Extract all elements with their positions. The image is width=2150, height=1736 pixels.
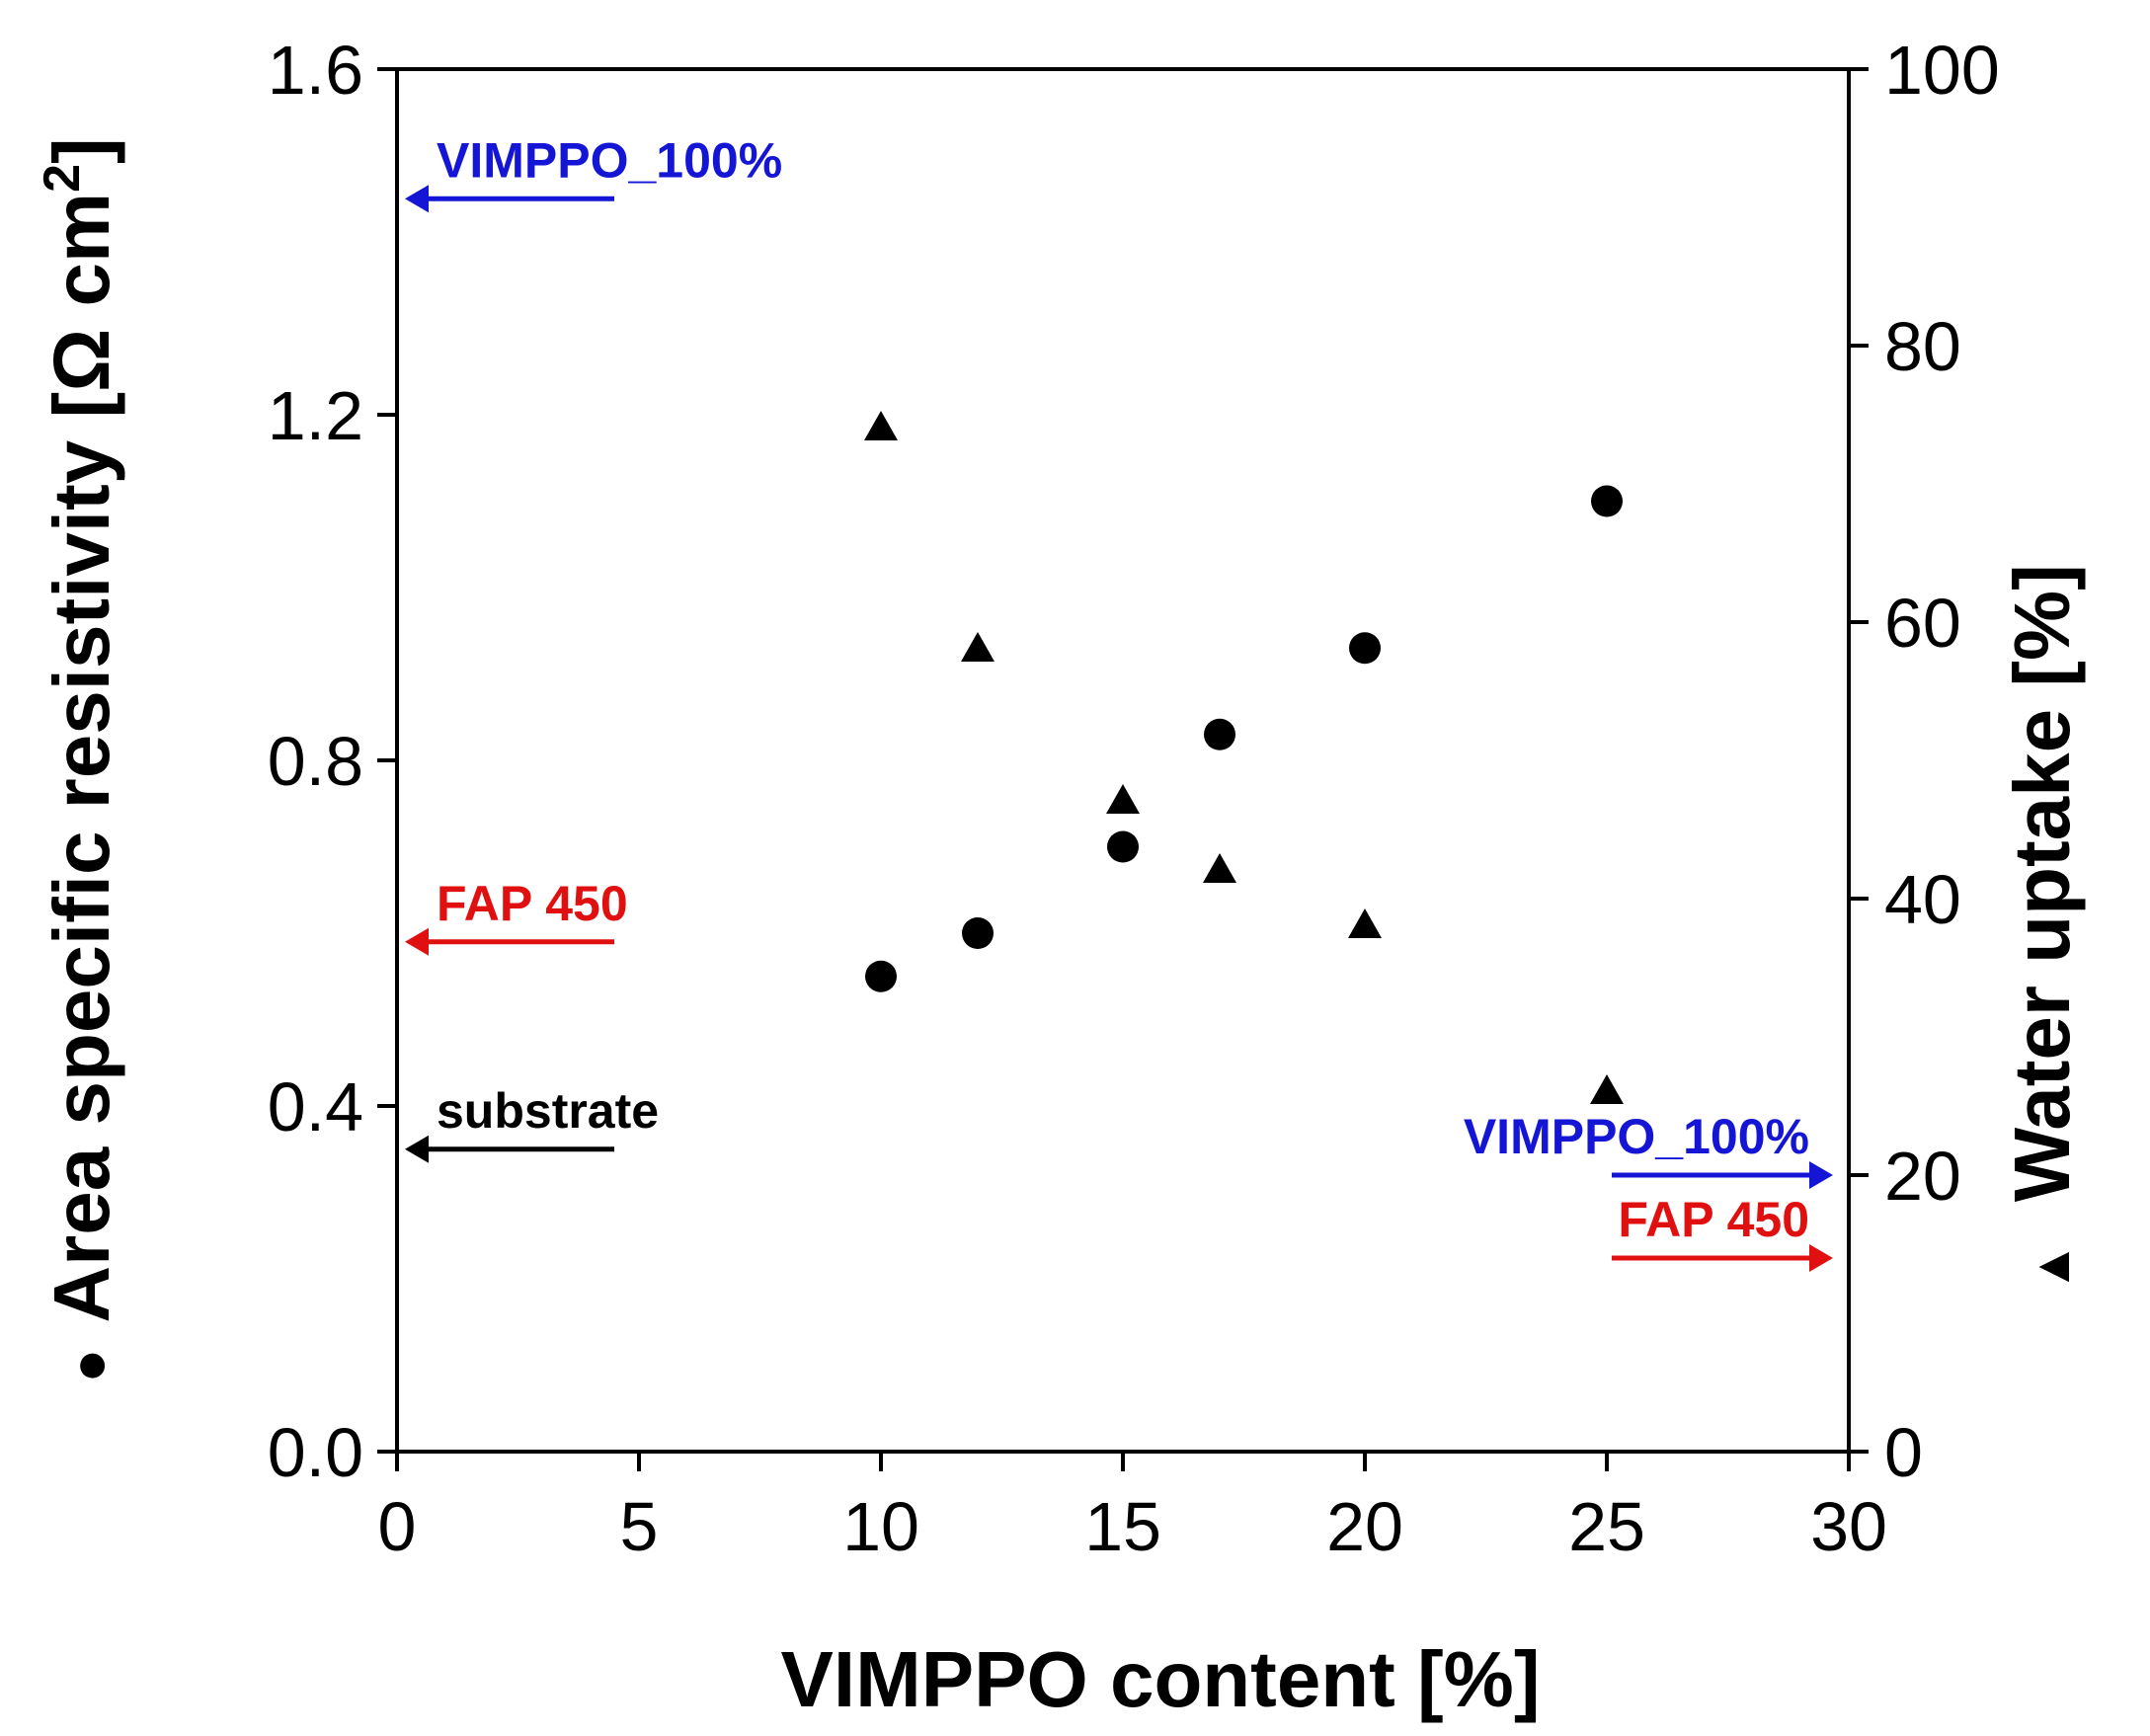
resistivity-point bbox=[865, 960, 897, 992]
x-axis-title: VIMPPO content [%] bbox=[781, 1635, 1541, 1723]
x-tick-label: 5 bbox=[620, 1488, 659, 1565]
left-y-tick-label: 1.2 bbox=[268, 377, 363, 454]
left-axis-marker: ● bbox=[57, 1349, 121, 1383]
data-points bbox=[864, 411, 1624, 1104]
left-axis-label: Area specific resistivity [Ω cm bbox=[38, 193, 125, 1323]
x-tick-label: 30 bbox=[1810, 1488, 1887, 1565]
resistivity-point bbox=[1107, 830, 1139, 863]
annotations: VIMPPO_100% FAP 450 substrate VIMPPO_100% FA… bbox=[405, 132, 1833, 1272]
left-axis-superscript: 2 bbox=[34, 164, 91, 193]
water-uptake-point bbox=[1590, 1074, 1624, 1104]
right-y-tick-label: 0 bbox=[1884, 1414, 1923, 1491]
left-y-tick-label: 1.6 bbox=[268, 32, 363, 109]
annotation-arrowhead bbox=[1809, 1161, 1833, 1189]
annotation-left: substrate bbox=[405, 1083, 659, 1163]
annotation-arrowhead bbox=[405, 185, 429, 213]
annotation-label: VIMPPO_100% bbox=[437, 132, 782, 188]
resistivity-point bbox=[962, 917, 994, 949]
right-axis-label: Water uptake [%] bbox=[1998, 564, 2086, 1202]
x-tick-label: 15 bbox=[1084, 1488, 1161, 1565]
resistivity-point bbox=[1204, 718, 1235, 750]
right-y-tick-label: 20 bbox=[1884, 1138, 1961, 1215]
x-tick-label: 10 bbox=[842, 1488, 919, 1565]
left-y-tick-label: 0.8 bbox=[268, 723, 363, 800]
annotation-label: substrate bbox=[437, 1083, 659, 1139]
ticks bbox=[377, 67, 1869, 1471]
left-y-tick-label: 0.0 bbox=[268, 1414, 363, 1491]
right-y-tick-label: 100 bbox=[1884, 32, 2000, 109]
right-axis-marker: ▲ bbox=[2024, 1241, 2081, 1292]
annotation-left: FAP 450 bbox=[405, 876, 628, 956]
annotation-right: FAP 450 bbox=[1612, 1192, 1833, 1272]
x-tick-label: 20 bbox=[1326, 1488, 1403, 1565]
resistivity-point bbox=[1591, 485, 1623, 517]
annotation-label: FAP 450 bbox=[1618, 1192, 1809, 1247]
annotation-left: VIMPPO_100% bbox=[405, 132, 782, 213]
annotation-right: VIMPPO_100% bbox=[1464, 1109, 1833, 1189]
resistivity-point bbox=[1349, 632, 1381, 665]
water-uptake-point bbox=[961, 632, 995, 662]
tick-labels: 0 5 10 15 20 25 30 0.0 0.4 0.8 1.2 1.6 0 20 40 60 80 100 bbox=[268, 32, 2000, 1565]
annotation-arrowhead bbox=[405, 927, 429, 956]
water-uptake-point bbox=[1348, 908, 1382, 938]
annotation-label: FAP 450 bbox=[437, 876, 628, 931]
annotation-arrowhead bbox=[1809, 1244, 1833, 1272]
left-axis-title: ● Area specific resistivity [Ω cm2] bbox=[34, 137, 125, 1382]
right-y-tick-label: 80 bbox=[1884, 308, 1961, 385]
water-uptake-point bbox=[864, 411, 898, 440]
left-y-tick-label: 0.4 bbox=[268, 1068, 363, 1145]
right-y-tick-label: 60 bbox=[1884, 585, 1961, 662]
x-tick-label: 0 bbox=[378, 1488, 417, 1565]
water-uptake-point bbox=[1106, 784, 1140, 814]
left-axis-close: ] bbox=[38, 137, 125, 164]
right-y-tick-label: 40 bbox=[1884, 861, 1961, 938]
annotation-arrowhead bbox=[405, 1135, 429, 1163]
x-tick-label: 25 bbox=[1568, 1488, 1645, 1565]
annotation-label: VIMPPO_100% bbox=[1464, 1109, 1809, 1164]
water-uptake-point bbox=[1203, 853, 1236, 883]
right-axis-title: ▲ Water uptake [%] bbox=[1998, 564, 2086, 1292]
